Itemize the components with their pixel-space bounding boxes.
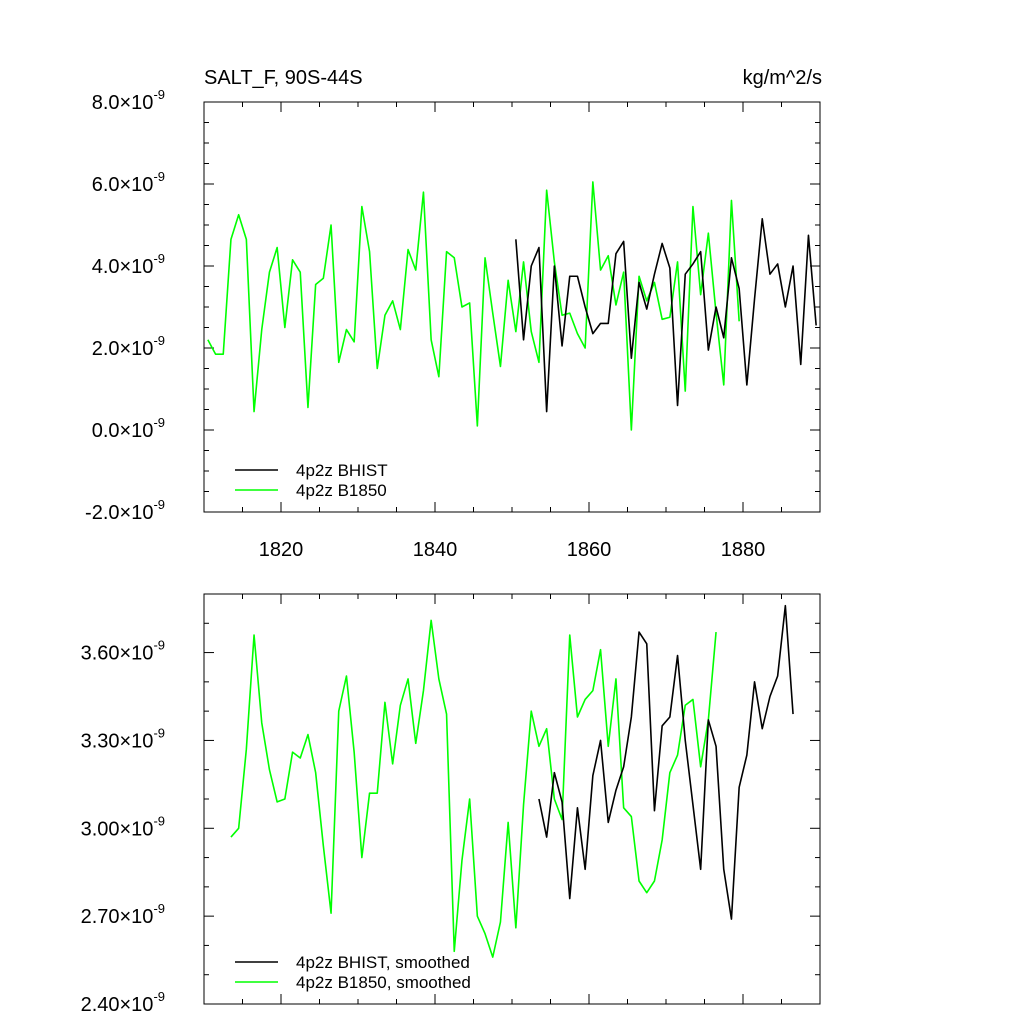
y-tick-mantissa: 6.0×10 [92,174,154,196]
y-tick-mantissa: 2.40×10 [81,994,154,1016]
y-tick-mantissa: 2.70×10 [81,906,154,928]
y-tick-label: 6.0×10-9 [92,169,165,196]
legend-label: 4p2z BHIST [296,461,388,480]
legend-label: 4p2z B1850 [296,481,387,500]
y-tick-exponent: -9 [153,87,165,102]
top-title-right: kg/m^2/s [743,67,822,89]
x-tick-label: 1860 [567,539,612,561]
y-tick-label: 3.60×10-9 [81,638,165,665]
legend-label: 4p2z BHIST, smoothed [296,953,470,972]
top-panel: SALT_F, 90S-44S kg/m^2/s -2.0×10-90.0×10… [85,67,822,561]
y-tick-label: 2.40×10-9 [81,989,165,1016]
x-tick-label: 1820 [259,539,304,561]
y-tick-exponent: -9 [153,989,165,1004]
legend-label: 4p2z B1850, smoothed [296,973,471,992]
bottom-panel: 2.40×10-92.70×10-93.00×10-93.30×10-93.60… [81,593,821,1016]
y-tick-label: 2.0×10-9 [92,333,165,360]
y-tick-label: 3.30×10-9 [81,725,165,752]
series-line [538,604,794,920]
y-tick-label: 0.0×10-9 [92,415,165,442]
y-tick-exponent: -9 [153,251,165,266]
top-title-left: SALT_F, 90S-44S [204,67,363,89]
series-line [515,218,817,413]
y-tick-mantissa: 3.30×10 [81,730,154,752]
y-tick-exponent: -9 [153,415,165,430]
x-tick-label: 1840 [413,539,458,561]
y-tick-exponent: -9 [153,169,165,184]
y-tick-exponent: -9 [153,333,165,348]
y-tick-mantissa: 8.0×10 [92,92,154,114]
y-tick-label: -2.0×10-9 [85,497,165,524]
y-tick-mantissa: 3.60×10 [81,643,154,665]
y-tick-exponent: -9 [153,497,165,512]
y-tick-mantissa: 0.0×10 [92,420,154,442]
series-line [230,619,717,958]
plot-frame [203,593,821,1005]
y-tick-exponent: -9 [153,901,165,916]
x-tick-label: 1880 [721,539,766,561]
y-tick-label: 8.0×10-9 [92,87,165,114]
y-tick-mantissa: 3.00×10 [81,818,154,840]
y-tick-exponent: -9 [153,725,165,740]
y-tick-label: 4.0×10-9 [92,251,165,278]
y-tick-label: 2.70×10-9 [81,901,165,928]
series-line [207,181,740,431]
y-tick-label: 3.00×10-9 [81,813,165,840]
y-tick-exponent: -9 [153,813,165,828]
y-tick-exponent: -9 [153,638,165,653]
y-tick-mantissa: 4.0×10 [92,256,154,278]
y-tick-mantissa: -2.0×10 [85,502,153,524]
y-tick-mantissa: 2.0×10 [92,338,154,360]
